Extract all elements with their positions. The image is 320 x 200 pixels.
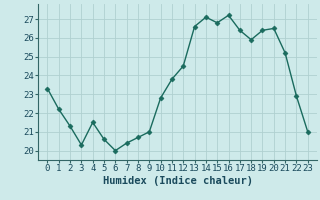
X-axis label: Humidex (Indice chaleur): Humidex (Indice chaleur) — [103, 176, 252, 186]
